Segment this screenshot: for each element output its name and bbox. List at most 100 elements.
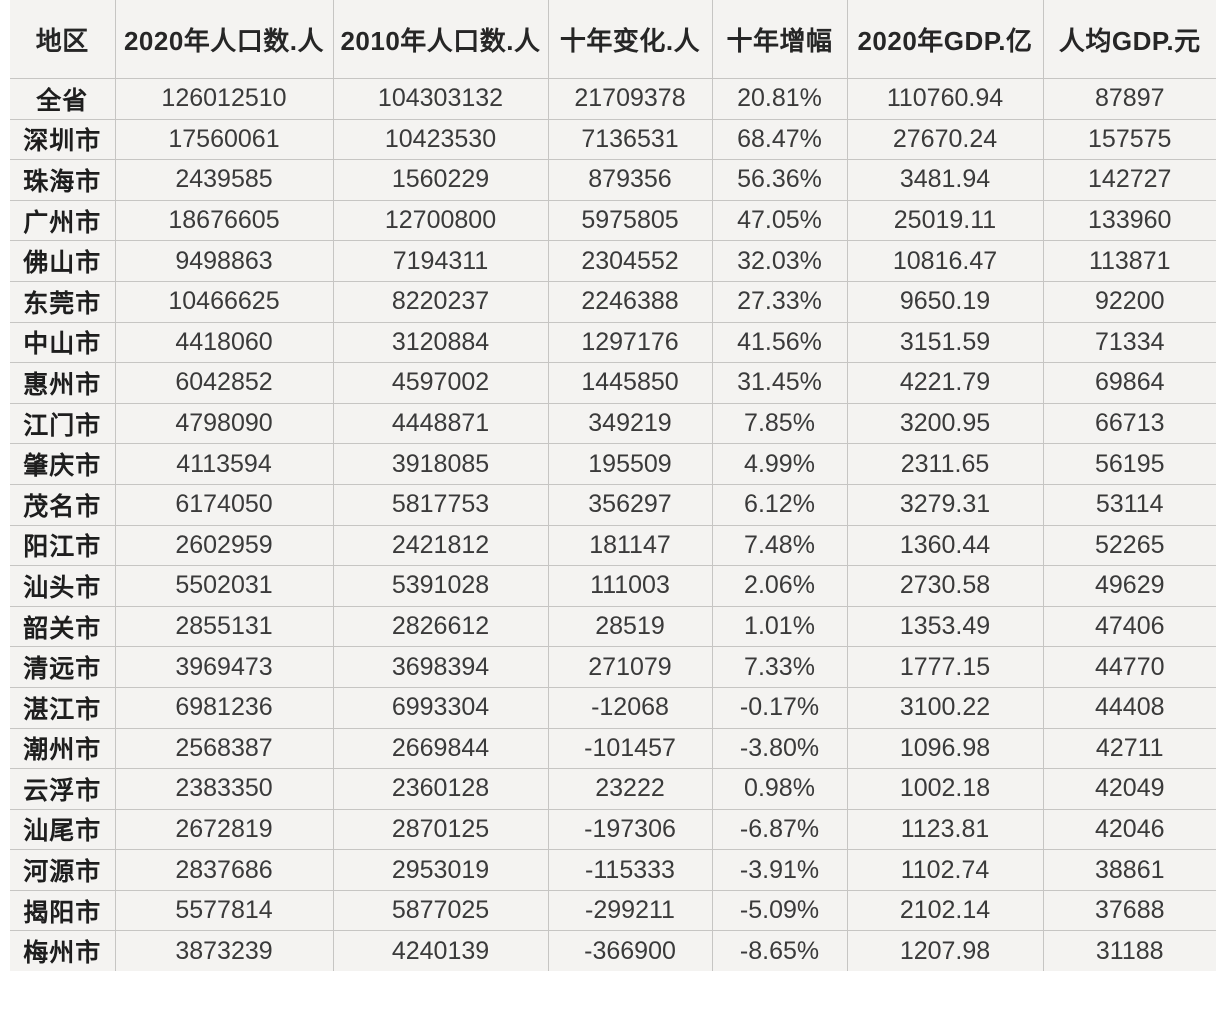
pop-2010-cell: 5817753 [332,483,549,526]
gdp-2020-cell: 1002.18 [846,768,1044,810]
ten-year-growth-cell: 56.36% [711,159,848,201]
pop-2020-cell: 4113594 [114,443,334,485]
region-cell: 清远市 [10,646,116,688]
ten-year-change-cell: 2246388 [547,280,713,323]
gdp-2020-cell: 1777.15 [846,646,1044,688]
pop-2020-cell: 18676605 [114,199,334,242]
region-cell: 云浮市 [10,768,116,810]
gdp-per-capita-cell: 44770 [1042,646,1216,688]
table-row: 全省 126012510 104303132 21709378 20.81% 1… [10,78,1216,120]
ten-year-growth-cell: 1.01% [711,605,848,648]
ten-year-change-cell: -101457 [547,727,713,770]
gdp-per-capita-cell: 92200 [1042,280,1216,323]
gdp-2020-cell: 110760.94 [846,78,1044,120]
region-cell: 惠州市 [10,362,116,404]
gdp-per-capita-cell: 71334 [1042,321,1216,364]
pop-2010-cell: 3120884 [332,321,549,364]
gdp-2020-cell: 1360.44 [846,524,1044,567]
region-cell: 梅州市 [10,930,116,972]
ten-year-growth-cell: 7.48% [711,524,848,567]
ten-year-growth-cell: 2.06% [711,565,848,607]
pop-2010-cell: 1560229 [332,159,549,201]
gdp-per-capita-cell: 44408 [1042,686,1216,729]
pop-2020-cell: 6174050 [114,483,334,526]
table-row: 深圳市 17560061 10423530 7136531 68.47% 276… [10,118,1216,161]
ten-year-change-cell: -197306 [547,808,713,851]
region-cell: 韶关市 [10,605,116,648]
pop-2010-cell: 10423530 [332,118,549,161]
ten-year-change-cell: -12068 [547,686,713,729]
pop-2020-cell: 2855131 [114,605,334,648]
ten-year-change-cell: 23222 [547,768,713,810]
column-header-ten-year-growth: 十年增幅 [711,0,848,79]
pop-2010-cell: 5877025 [332,889,549,932]
pop-2020-cell: 17560061 [114,118,334,161]
gdp-2020-cell: 3481.94 [846,159,1044,201]
gdp-per-capita-cell: 47406 [1042,605,1216,648]
ten-year-change-cell: -366900 [547,930,713,972]
table-row: 惠州市 6042852 4597002 1445850 31.45% 4221.… [10,362,1216,404]
gdp-per-capita-cell: 157575 [1042,118,1216,161]
gdp-2020-cell: 1207.98 [846,930,1044,972]
ten-year-growth-cell: 7.85% [711,402,848,445]
region-cell: 中山市 [10,321,116,364]
ten-year-change-cell: 2304552 [547,240,713,282]
pop-2020-cell: 2837686 [114,849,334,891]
pop-2020-cell: 4418060 [114,321,334,364]
table-row: 汕尾市 2672819 2870125 -197306 -6.87% 1123.… [10,808,1216,851]
ten-year-growth-cell: 68.47% [711,118,848,161]
gdp-2020-cell: 27670.24 [846,118,1044,161]
gdp-2020-cell: 1353.49 [846,605,1044,648]
ten-year-growth-cell: 31.45% [711,362,848,404]
header-row: 地区 2020年人口数.人 2010年人口数.人 十年变化.人 十年增幅 202… [10,0,1216,79]
gdp-2020-cell: 4221.79 [846,362,1044,404]
region-cell: 河源市 [10,849,116,891]
pop-2010-cell: 4448871 [332,402,549,445]
region-cell: 珠海市 [10,159,116,201]
ten-year-change-cell: 195509 [547,443,713,485]
pop-2010-cell: 2826612 [332,605,549,648]
table-row: 珠海市 2439585 1560229 879356 56.36% 3481.9… [10,159,1216,201]
gdp-2020-cell: 2730.58 [846,565,1044,607]
pop-2010-cell: 2360128 [332,768,549,810]
region-cell: 潮州市 [10,727,116,770]
table-header: 地区 2020年人口数.人 2010年人口数.人 十年变化.人 十年增幅 202… [10,0,1216,79]
region-cell: 肇庆市 [10,443,116,485]
region-cell: 江门市 [10,402,116,445]
gdp-2020-cell: 1123.81 [846,808,1044,851]
table-body: 全省 126012510 104303132 21709378 20.81% 1… [10,78,1216,972]
table-row: 东莞市 10466625 8220237 2246388 27.33% 9650… [10,280,1216,323]
ten-year-change-cell: 271079 [547,646,713,688]
gdp-per-capita-cell: 38861 [1042,849,1216,891]
gdp-per-capita-cell: 113871 [1042,240,1216,282]
region-cell: 揭阳市 [10,889,116,932]
pop-2010-cell: 3698394 [332,646,549,688]
table-row: 肇庆市 4113594 3918085 195509 4.99% 2311.65… [10,443,1216,485]
gdp-2020-cell: 9650.19 [846,280,1044,323]
ten-year-change-cell: 349219 [547,402,713,445]
ten-year-growth-cell: 20.81% [711,78,848,120]
table-row: 茂名市 6174050 5817753 356297 6.12% 3279.31… [10,483,1216,526]
ten-year-growth-cell: -3.91% [711,849,848,891]
table-row: 佛山市 9498863 7194311 2304552 32.03% 10816… [10,240,1216,282]
region-cell: 茂名市 [10,483,116,526]
ten-year-growth-cell: 32.03% [711,240,848,282]
gdp-per-capita-cell: 49629 [1042,565,1216,607]
pop-2020-cell: 5502031 [114,565,334,607]
gdp-2020-cell: 3151.59 [846,321,1044,364]
pop-2010-cell: 5391028 [332,565,549,607]
pop-2010-cell: 7194311 [332,240,549,282]
ten-year-change-cell: 5975805 [547,199,713,242]
table-row: 江门市 4798090 4448871 349219 7.85% 3200.95… [10,402,1216,445]
gdp-2020-cell: 2311.65 [846,443,1044,485]
pop-2020-cell: 2602959 [114,524,334,567]
pop-2010-cell: 2953019 [332,849,549,891]
pop-2020-cell: 126012510 [114,78,334,120]
region-cell: 深圳市 [10,118,116,161]
pop-2010-cell: 2870125 [332,808,549,851]
gdp-per-capita-cell: 87897 [1042,78,1216,120]
pop-2010-cell: 3918085 [332,443,549,485]
ten-year-change-cell: 1297176 [547,321,713,364]
pop-2010-cell: 104303132 [332,78,549,120]
region-cell: 全省 [10,78,116,120]
